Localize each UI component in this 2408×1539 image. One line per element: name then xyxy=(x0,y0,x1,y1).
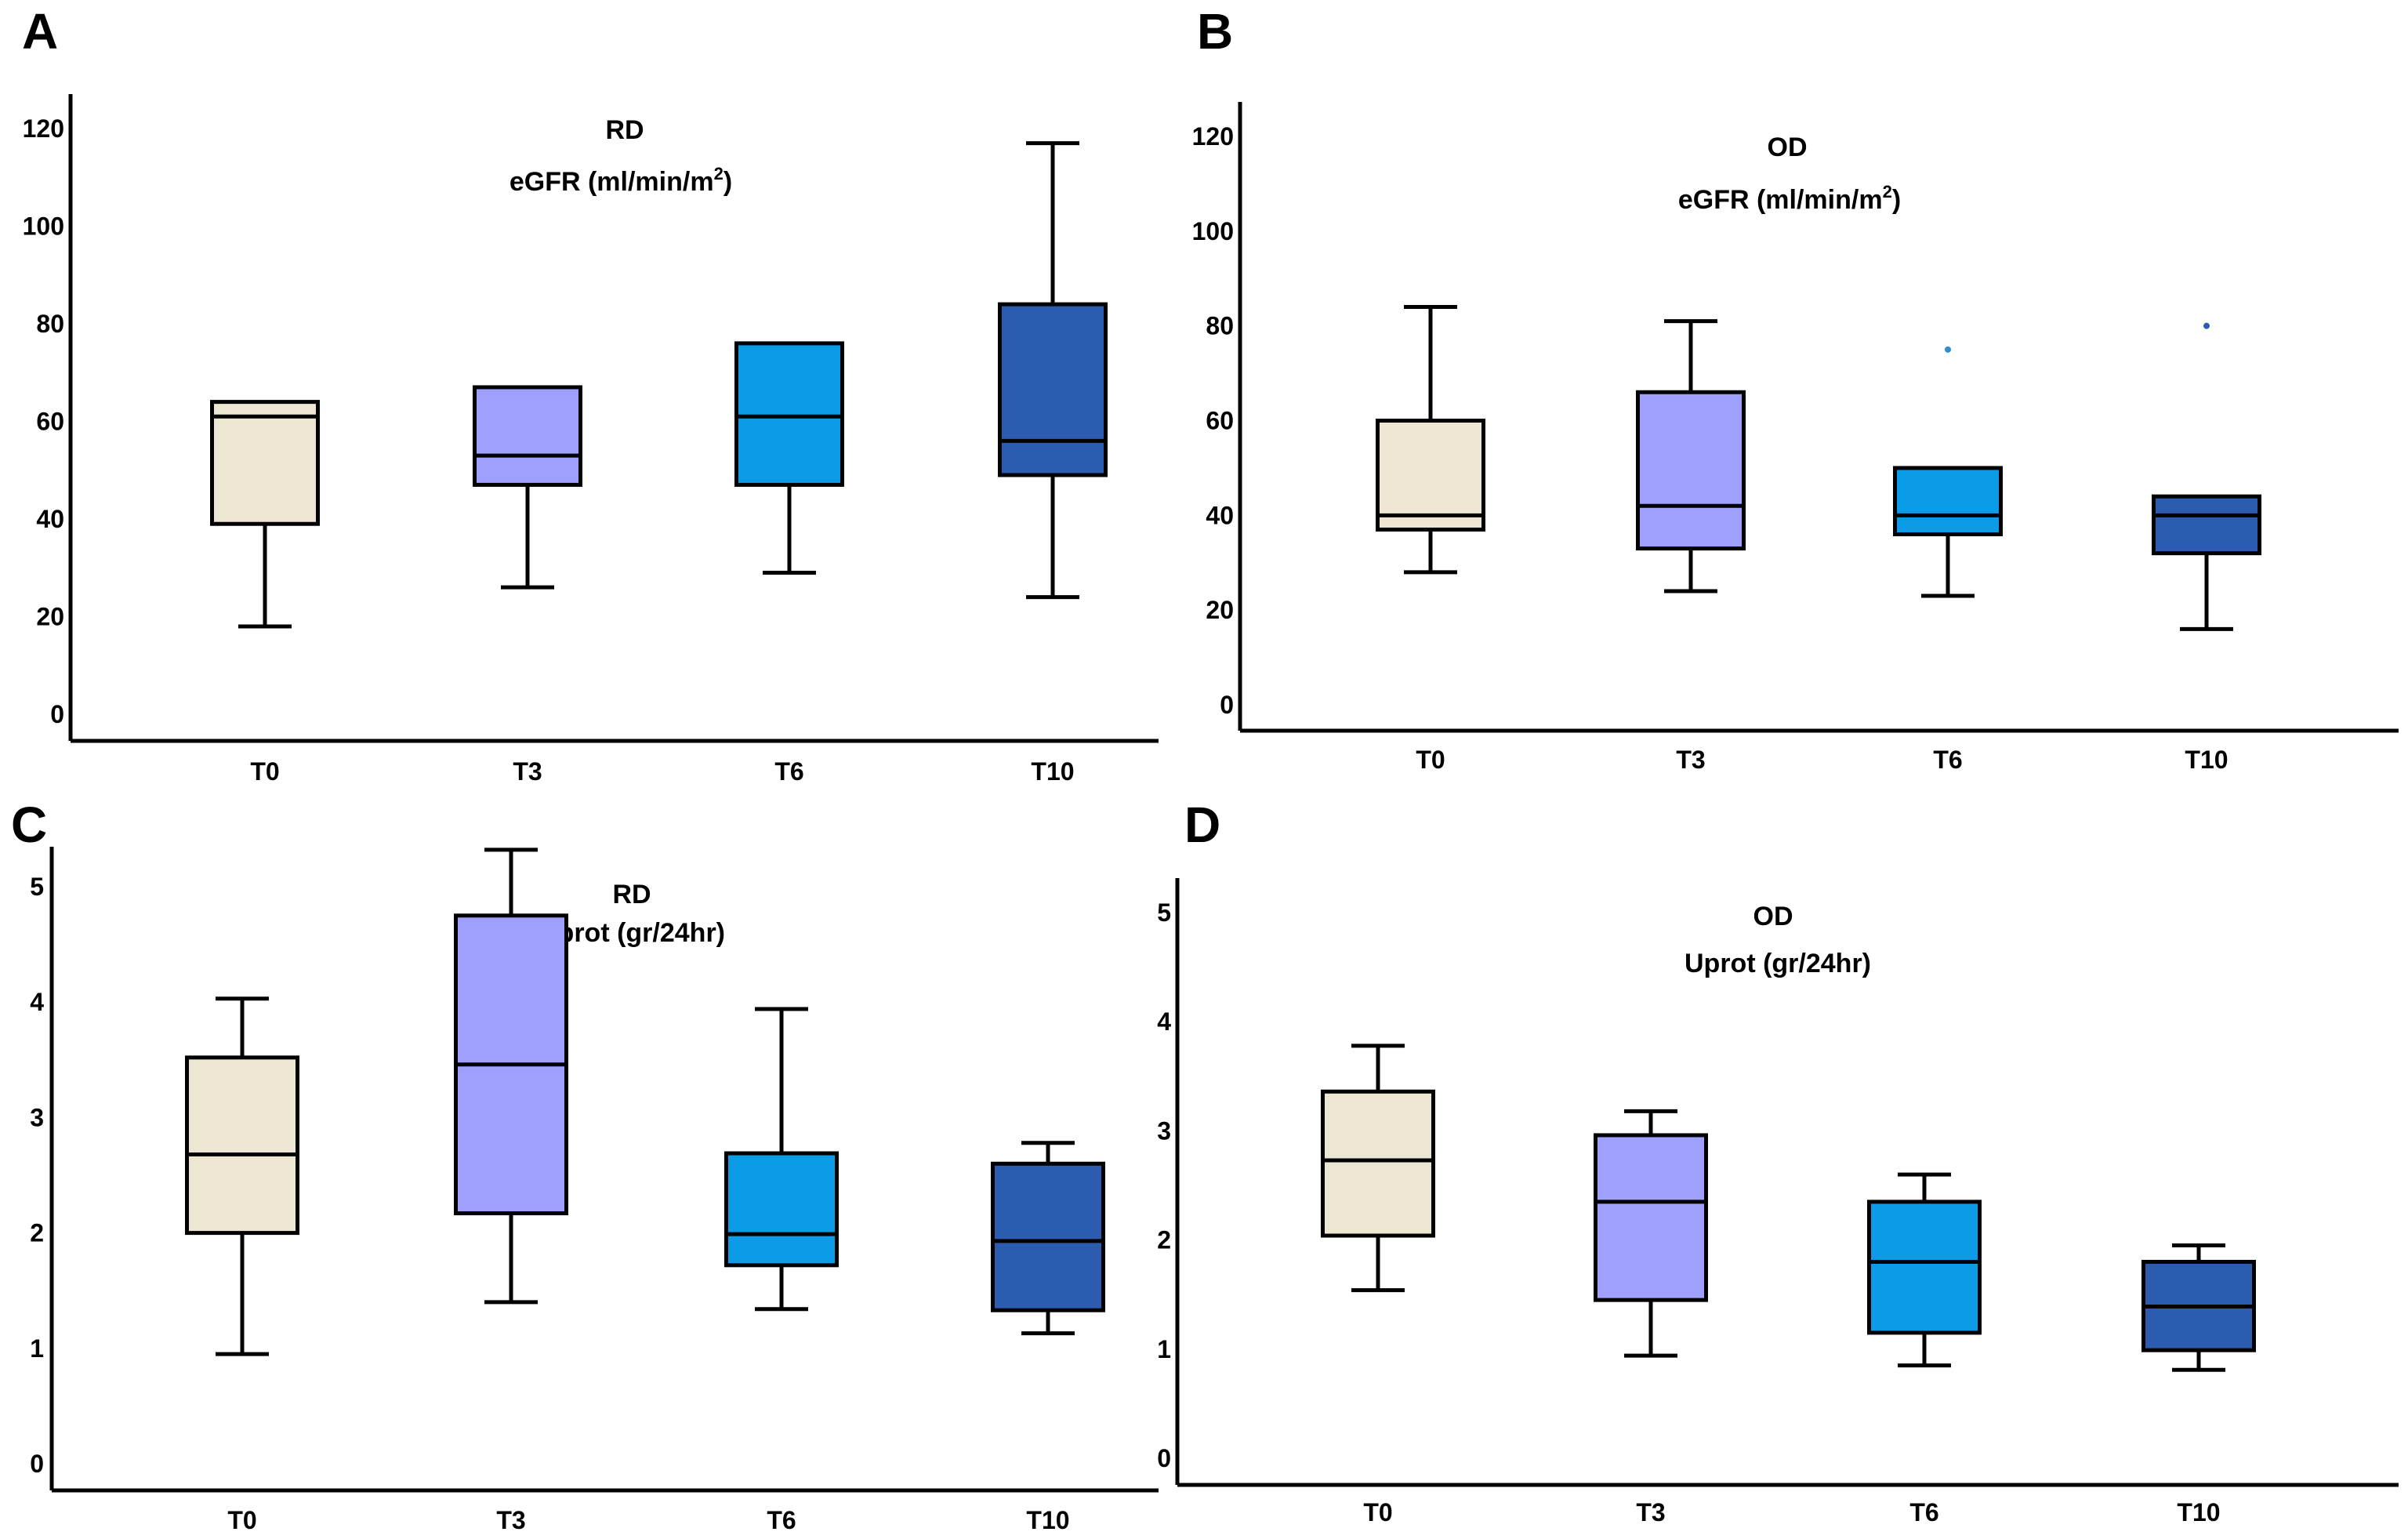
panel-a-y-tick-label: 60 xyxy=(36,408,64,436)
panel-b-t6-box xyxy=(1893,466,2003,537)
panel-c-y-tick-label: 3 xyxy=(30,1103,44,1131)
panel-d-letter: D xyxy=(1184,797,1220,853)
panel-a-y-tick-label: 0 xyxy=(50,700,64,728)
panel-d-measure-label: Uprot (gr/24hr) xyxy=(1685,949,1871,978)
panel-c-y-tick-label: 5 xyxy=(30,873,44,901)
panel-b-x-tick-label: T0 xyxy=(1416,746,1445,774)
panel-b-y-tick-label: 100 xyxy=(1192,217,1234,245)
panel-b-y-tick-label: 60 xyxy=(1206,407,1234,435)
panel-c-y-tick-label: 2 xyxy=(30,1219,44,1247)
panel-a-title: RD xyxy=(605,115,644,145)
panel-d-y-tick-label: 5 xyxy=(1157,898,1171,927)
panel-b-measure-label: eGFR (ml/min/m2) xyxy=(1678,182,1901,215)
panel-d-y-tick-label: 2 xyxy=(1157,1226,1171,1254)
panel-c-t0-box xyxy=(185,1055,299,1236)
panel-d-title: OD xyxy=(1753,902,1793,931)
panel-d-y-tick-label: 4 xyxy=(1157,1007,1171,1036)
panel-a-x-tick-label: T3 xyxy=(513,757,542,786)
panel-a-t3-box xyxy=(473,385,582,487)
panel-b-y-tick-label: 80 xyxy=(1206,312,1234,340)
panel-b-y-tick-label: 40 xyxy=(1206,501,1234,529)
panel-b-t10-box xyxy=(2152,494,2261,556)
panel-a-t10-box xyxy=(998,302,1108,477)
panel-c-y-tick-label: 4 xyxy=(30,988,44,1016)
panel-b-t6-outlier xyxy=(1945,346,1951,353)
panel-c-letter: C xyxy=(11,797,47,853)
panel-c-x-tick-label: T3 xyxy=(496,1506,525,1534)
panel-a-measure-label: eGFR (ml/min/m2) xyxy=(510,164,732,197)
panel-b-y-tick-label: 0 xyxy=(1220,691,1234,719)
panel-d-x-tick-label: T3 xyxy=(1636,1498,1665,1526)
panel-c-x-tick-label: T6 xyxy=(767,1506,796,1534)
panel-a-t0-box xyxy=(210,400,320,526)
panel-d-y-tick-label: 0 xyxy=(1157,1444,1171,1472)
panel-d-y-tick-label: 1 xyxy=(1157,1335,1171,1363)
panel-d-y-tick-label: 3 xyxy=(1157,1116,1171,1145)
panel-c-t6-box xyxy=(724,1151,839,1268)
panel-b-y-tick-label: 20 xyxy=(1206,596,1234,624)
panel-a-t6-box xyxy=(734,341,844,487)
panel-b-x-tick-label: T10 xyxy=(2185,746,2228,774)
panel-a-x-tick-label: T10 xyxy=(1031,757,1074,786)
panel-b-t10-outlier xyxy=(2203,322,2210,329)
panel-a-y-tick-label: 120 xyxy=(23,114,64,143)
panel-d-t0-box xyxy=(1321,1089,1435,1238)
panel-a-x-tick-label: T6 xyxy=(774,757,803,786)
panel-b-t0-box xyxy=(1376,419,1485,532)
panel-c-measure-label: Uprot (gr/24hr) xyxy=(539,918,725,948)
panel-c-x-tick-label: T10 xyxy=(1026,1506,1069,1534)
panel-b-title: OD xyxy=(1768,132,1808,162)
panel-c-y-tick-label: 1 xyxy=(30,1334,44,1363)
panel-c-t10-box xyxy=(991,1161,1105,1312)
panel-a-y-tick-label: 40 xyxy=(36,505,64,533)
panel-c-x-tick-label: T0 xyxy=(227,1506,256,1534)
panel-d-x-tick-label: T10 xyxy=(2177,1498,2220,1526)
panel-c-y-tick-label: 0 xyxy=(30,1450,44,1478)
panel-d-x-tick-label: T6 xyxy=(1909,1498,1938,1526)
panel-b-t3-box xyxy=(1636,390,1746,551)
panel-b-x-tick-label: T3 xyxy=(1676,746,1705,774)
panel-b-x-tick-label: T6 xyxy=(1933,746,1962,774)
panel-a-y-tick-label: 20 xyxy=(36,603,64,631)
panel-b-letter: B xyxy=(1197,3,1233,60)
panel-b-y-tick-label: 120 xyxy=(1192,122,1234,151)
panel-c-title: RD xyxy=(612,880,651,909)
panel-a-y-tick-label: 100 xyxy=(23,212,64,241)
panel-d-t3-box xyxy=(1594,1133,1708,1302)
panel-a-y-tick-label: 80 xyxy=(36,310,64,338)
panel-a-x-tick-label: T0 xyxy=(250,757,279,786)
panel-a-letter: A xyxy=(22,3,58,60)
panel-d-x-tick-label: T0 xyxy=(1363,1498,1392,1526)
panel-d-t6-box xyxy=(1867,1200,1982,1335)
